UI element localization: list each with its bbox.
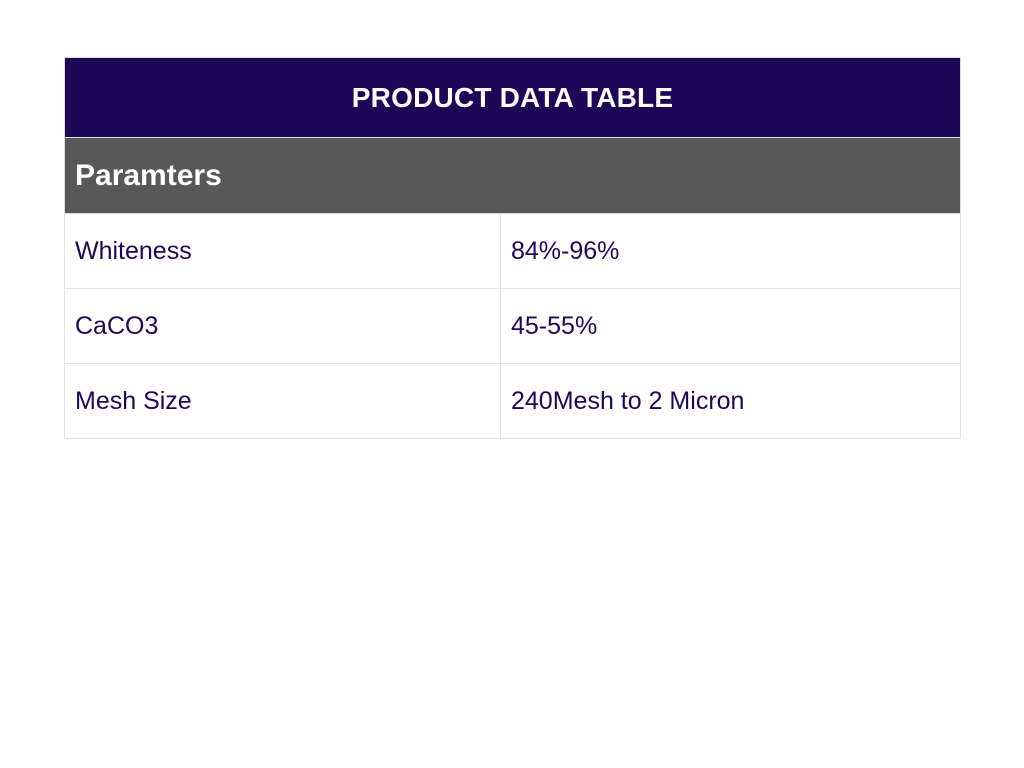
param-name-cell: Whiteness: [64, 213, 501, 289]
section-header-parameters: Paramters: [63, 137, 962, 214]
table-row: CaCO3 45-55%: [64, 288, 962, 364]
param-name-cell: CaCO3: [64, 288, 501, 364]
product-data-table: PRODUCT DATA TABLE Paramters Whiteness 8…: [63, 57, 962, 439]
param-value-cell: 84%-96%: [499, 213, 962, 289]
table-row: Mesh Size 240Mesh to 2 Micron: [64, 363, 962, 439]
section-header-row: Paramters: [63, 137, 962, 214]
product-data-table-container: PRODUCT DATA TABLE Paramters Whiteness 8…: [63, 57, 962, 439]
table-row: Whiteness 84%-96%: [64, 213, 962, 289]
param-name-cell: Mesh Size: [64, 363, 501, 439]
param-value-cell: 240Mesh to 2 Micron: [499, 363, 962, 439]
table-title: PRODUCT DATA TABLE: [63, 57, 962, 138]
table-title-row: PRODUCT DATA TABLE: [63, 57, 962, 138]
param-value-cell: 45-55%: [499, 288, 962, 364]
